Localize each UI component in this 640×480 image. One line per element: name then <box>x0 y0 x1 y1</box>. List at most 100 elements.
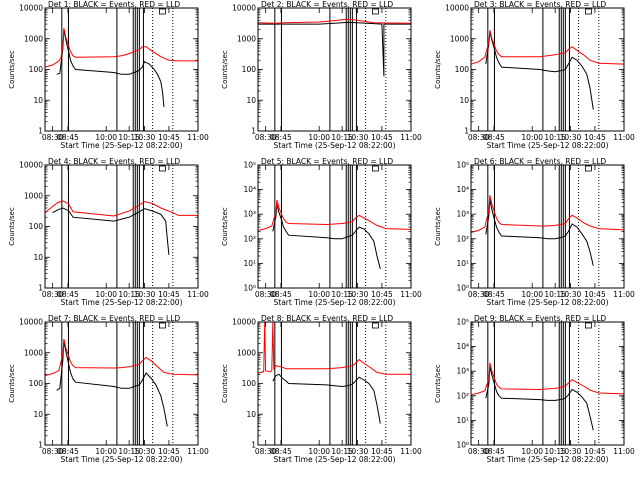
events-series-line <box>485 32 594 110</box>
lld-series-line <box>44 338 199 377</box>
x-tick-label: 08:30 <box>42 133 64 142</box>
x-tick-label: 10:00 <box>521 447 543 456</box>
x-tick-label: 10:30 <box>134 290 156 299</box>
chart-panel-1: Det 1: BLACK = Events, RED = LLD 1 10 100 10… <box>8 0 209 150</box>
panel-title: Det 9: BLACK = Events, RED = LLD <box>474 314 606 323</box>
y-tick-label: 100 <box>242 65 257 74</box>
y-tick-label: 10 <box>246 410 256 419</box>
x-tick-label: 10:00 <box>95 447 117 456</box>
y-tick-label: 1000 <box>237 34 256 43</box>
events-series-line <box>258 21 411 77</box>
plot-frame <box>257 7 412 132</box>
x-tick-label: 10:15 <box>544 133 566 142</box>
x-tick-label: 11:00 <box>400 290 422 299</box>
x-axis-title: Start Time (25-Sep-12 08:22:00) <box>61 141 183 150</box>
y-axis-title: Counts/sec <box>221 50 229 89</box>
y-axis-title: Counts/sec <box>434 207 442 246</box>
x-tick-label: 10:00 <box>521 133 543 142</box>
events-series-line <box>272 204 381 270</box>
corner-marker <box>372 165 379 172</box>
x-tick-label: 08:45 <box>57 290 79 299</box>
y-tick-label: 10⁰ <box>456 441 469 450</box>
x-tick-label: 10:15 <box>331 133 353 142</box>
panel-title: Det 6: BLACK = Events, RED = LLD <box>474 157 606 166</box>
y-tick-label: 10⁴ <box>456 342 469 351</box>
x-axis-title: Start Time (25-Sep-12 08:22:00) <box>487 141 609 150</box>
chart-panel-3: Det 3: BLACK = Events, RED = LLD 1 10 100 10… <box>434 0 635 150</box>
x-tick-label: 08:30 <box>255 133 277 142</box>
y-tick-label: 1 <box>38 284 43 293</box>
events-series-line <box>485 199 594 266</box>
x-tick-label: 10:00 <box>308 290 330 299</box>
y-axis-title: Counts/sec <box>8 50 16 89</box>
y-axis-title: Counts/sec <box>8 207 16 246</box>
y-tick-label: 10 <box>33 96 43 105</box>
chart-panel-4: Det 4: BLACK = Events, RED = LLD 1 10 100 10… <box>8 157 209 307</box>
chart-panel-9: Det 9: BLACK = Events, RED = LLD 10⁰ 10¹ 10… <box>434 314 635 464</box>
x-tick-label: 11:00 <box>187 447 209 456</box>
y-tick-label: 1 <box>38 441 43 450</box>
corner-marker <box>159 165 166 172</box>
x-tick-label: 10:30 <box>560 290 582 299</box>
x-axis-title: Start Time (25-Sep-12 08:22:00) <box>61 298 183 307</box>
x-tick-label: 08:45 <box>483 290 505 299</box>
y-tick-label: 100 <box>242 379 257 388</box>
x-tick-label: 10:30 <box>347 290 369 299</box>
lld-series-line <box>470 362 625 396</box>
y-tick-label: 10² <box>456 234 469 243</box>
events-series-line <box>485 366 594 431</box>
x-tick-label: 10:45 <box>158 447 180 456</box>
x-tick-label: 10:45 <box>584 290 606 299</box>
corner-marker <box>585 322 592 329</box>
y-tick-label: 10⁵ <box>456 318 469 327</box>
x-axis-title: Start Time (25-Sep-12 08:22:00) <box>61 455 183 464</box>
y-axis-title: Counts/sec <box>221 207 229 246</box>
chart-panel-6: Det 6: BLACK = Events, RED = LLD 10⁰ 10¹ 10… <box>434 157 635 307</box>
x-tick-label: 08:45 <box>483 133 505 142</box>
y-tick-label: 10⁵ <box>456 161 469 170</box>
x-axis-title: Start Time (25-Sep-12 08:22:00) <box>487 455 609 464</box>
y-tick-label: 10000 <box>232 4 256 13</box>
y-tick-label: 10¹ <box>456 416 469 425</box>
y-tick-label: 1000 <box>450 34 469 43</box>
panel-title: Det 1: BLACK = Events, RED = LLD <box>48 0 180 9</box>
x-tick-label: 08:45 <box>57 133 79 142</box>
y-tick-label: 1000 <box>24 348 43 357</box>
x-tick-label: 10:15 <box>118 290 140 299</box>
panel-title: Det 8: BLACK = Events, RED = LLD <box>261 314 393 323</box>
y-tick-label: 10 <box>33 410 43 419</box>
x-tick-label: 10:45 <box>584 447 606 456</box>
y-tick-label: 10 <box>459 96 469 105</box>
x-tick-label: 11:00 <box>613 290 635 299</box>
x-tick-label: 08:30 <box>468 133 490 142</box>
y-tick-label: 100 <box>455 65 470 74</box>
events-series-line <box>272 373 381 424</box>
x-tick-label: 10:30 <box>347 133 369 142</box>
y-axis-title: Counts/sec <box>434 364 442 403</box>
y-tick-label: 10⁰ <box>456 284 469 293</box>
y-tick-label: 1000 <box>237 348 256 357</box>
y-tick-label: 100 <box>29 222 44 231</box>
plot-frame <box>257 321 412 446</box>
plot-frame <box>470 321 625 446</box>
y-tick-label: 1 <box>251 441 256 450</box>
corner-marker <box>159 322 166 329</box>
x-tick-label: 11:00 <box>613 447 635 456</box>
lld-series-line <box>44 28 198 68</box>
x-tick-label: 10:30 <box>134 133 156 142</box>
x-axis-title: Start Time (25-Sep-12 08:22:00) <box>487 298 609 307</box>
lld-series-line <box>470 194 625 233</box>
y-axis-title: Counts/sec <box>434 50 442 89</box>
y-tick-label: 10 <box>246 96 256 105</box>
x-tick-label: 10:15 <box>331 290 353 299</box>
x-tick-label: 08:45 <box>483 447 505 456</box>
x-tick-label: 10:00 <box>308 133 330 142</box>
x-tick-label: 08:30 <box>42 290 64 299</box>
corner-marker <box>585 165 592 172</box>
x-tick-label: 10:15 <box>544 290 566 299</box>
y-tick-label: 10 <box>33 253 43 262</box>
plot-frame <box>44 164 199 289</box>
x-tick-label: 10:15 <box>544 447 566 456</box>
y-tick-label: 100 <box>29 65 44 74</box>
